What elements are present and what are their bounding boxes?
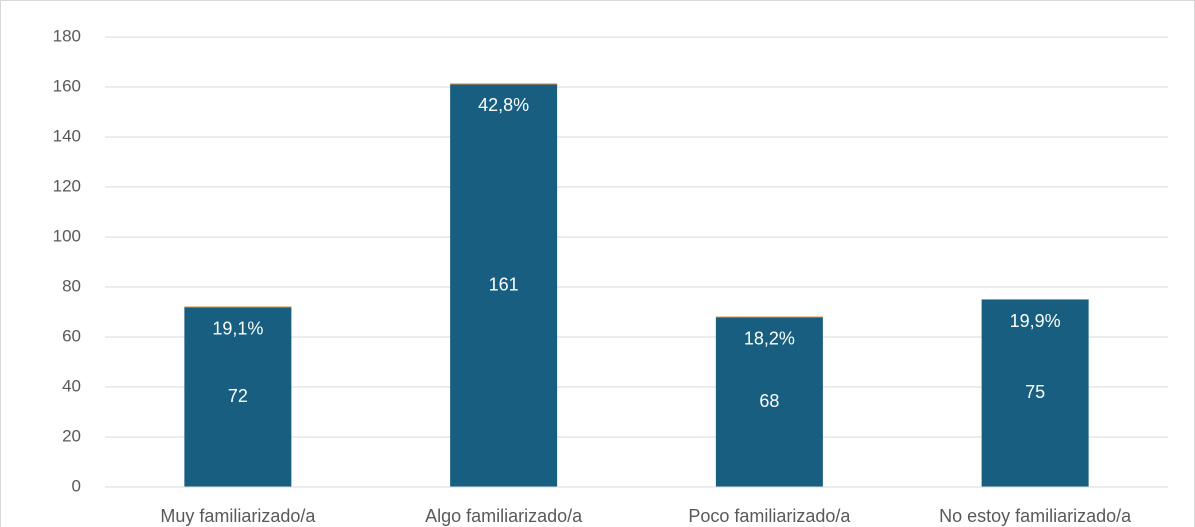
data-label: 68: [759, 391, 779, 411]
y-tick-label: 80: [62, 276, 81, 295]
bar-segment: [715, 316, 823, 318]
x-tick-label: Algo familiarizado/a: [425, 506, 583, 526]
y-tick-label: 160: [53, 76, 81, 95]
y-tick-label: 40: [62, 376, 81, 395]
x-tick-label: Muy familiarizado/a: [160, 506, 316, 526]
data-label: 42,8%: [478, 95, 529, 115]
y-tick-label: 120: [53, 176, 81, 195]
bar-segment: [981, 299, 1089, 301]
bar-segment: [184, 306, 292, 308]
x-tick-label: Poco familiarizado/a: [688, 506, 851, 526]
data-label: 72: [228, 386, 248, 406]
y-tick-label: 20: [62, 426, 81, 445]
y-tick-label: 180: [53, 26, 81, 45]
y-tick-label: 60: [62, 326, 81, 345]
y-tick-label: 140: [53, 126, 81, 145]
bar-segment: [450, 84, 558, 487]
bar-segment: [981, 299, 1089, 487]
x-tick-label: No estoy familiarizado/a: [939, 506, 1132, 526]
bar-segment: [715, 317, 823, 487]
data-label: 75: [1025, 382, 1045, 402]
data-label: 161: [489, 275, 519, 295]
data-label: 18,2%: [744, 328, 795, 348]
bar-segment: [450, 83, 558, 85]
y-tick-label: 0: [72, 476, 81, 495]
bar-segment: [184, 307, 292, 487]
data-label: 19,1%: [212, 318, 263, 338]
data-label: 19,9%: [1010, 311, 1061, 331]
y-tick-label: 100: [53, 226, 81, 245]
